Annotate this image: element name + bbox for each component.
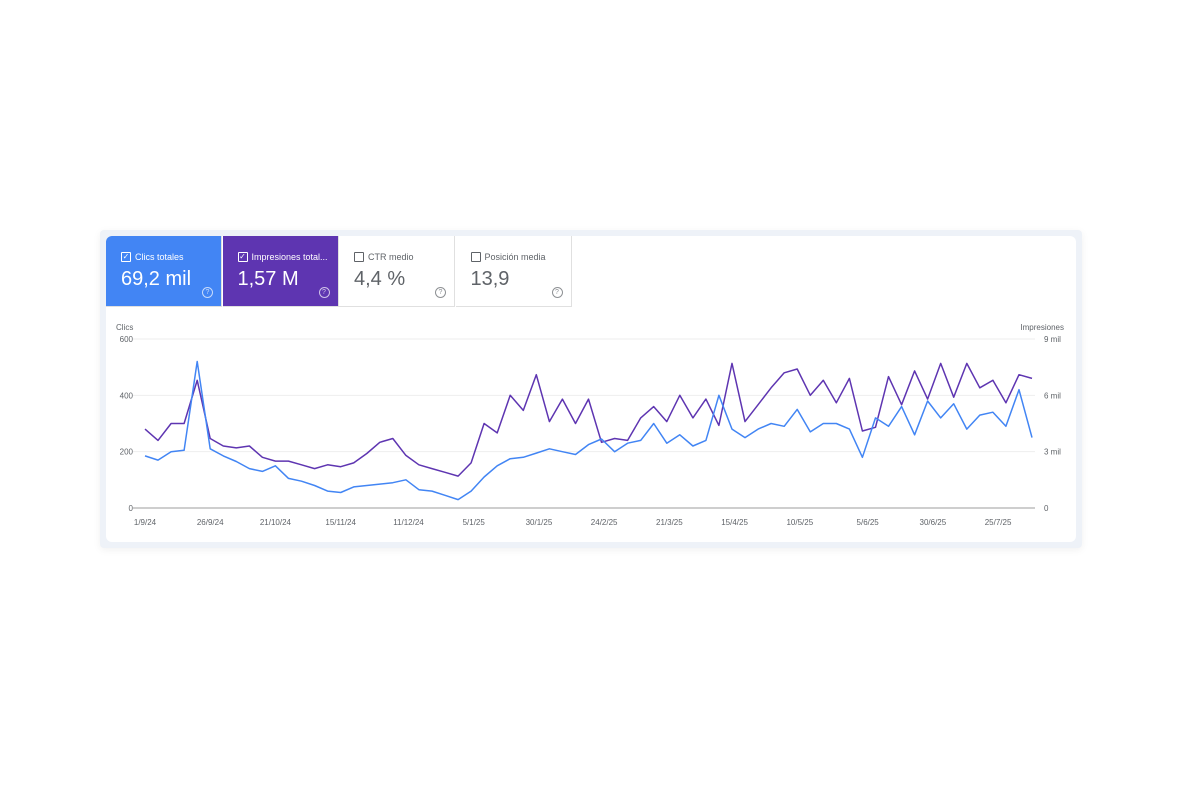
metric-label: ✓ Impresiones total... [237,252,328,262]
x-tick: 11/12/24 [393,518,424,527]
metric-name: Posición media [484,252,546,262]
checkbox-icon[interactable]: ✓ [237,252,248,262]
help-icon[interactable]: ? [435,287,446,298]
metric-tile-3[interactable]: Posición media 13,9 ? [455,236,572,307]
metric-tile-1[interactable]: ✓ Impresiones total... 1,57 M ? [222,236,339,307]
help-icon[interactable]: ? [318,287,330,298]
performance-chart: Clics Impresiones 0 0 200 3 mil 400 6 mil 600 9 m… [116,323,1064,527]
metric-name: Impresiones total... [251,252,328,262]
checkbox-icon[interactable] [354,252,364,262]
x-tick: 5/6/25 [857,518,880,527]
metric-tile-0[interactable]: ✓ Clics totales 69,2 mil ? [106,236,222,307]
metric-name: CTR medio [368,252,414,262]
metric-name: Clics totales [135,252,184,262]
x-tick: 5/1/25 [463,518,486,527]
metric-label: CTR medio [354,252,414,262]
x-tick: 15/4/25 [721,518,748,527]
metric-label: Posición media [470,252,546,262]
performance-card: ✓ Clics totales 69,2 mil ? ✓ Impresiones to… [106,236,1076,542]
metric-value: 1,57 M [237,268,299,290]
series-line-impresiones [144,362,1033,477]
y-tick-right: 6 mil [1044,391,1061,400]
metric-value: 69,2 mil [121,268,192,290]
x-tick: 15/11/24 [325,518,356,527]
y-tick-left: 0 [129,504,134,513]
y-tick-left: 200 [120,448,134,457]
y-tick-right: 3 mil [1044,448,1061,457]
x-tick: 30/1/25 [526,518,553,527]
x-tick: 30/6/25 [920,518,947,527]
metric-label: ✓ Clics totales [121,252,184,262]
metric-value: 13,9 [470,268,510,290]
checkbox-icon[interactable]: ✓ [121,252,131,262]
y-axis-left-label: Clics [116,323,133,332]
metric-value: 4,4 % [354,268,406,290]
y-tick-left: 400 [120,391,134,400]
x-tick: 24/2/25 [591,518,618,527]
metric-tile-2[interactable]: CTR medio 4,4 % ? [339,236,455,307]
y-tick-left: 600 [120,335,134,344]
x-tick: 25/7/25 [985,518,1012,527]
y-axis-right-label: Impresiones [1020,323,1064,332]
y-tick-right: 0 [1044,504,1049,513]
checkbox-icon[interactable] [470,252,481,262]
x-tick: 1/9/24 [134,518,157,527]
help-icon[interactable]: ? [202,287,213,298]
x-tick: 26/9/24 [197,518,224,527]
y-tick-right: 9 mil [1044,335,1061,344]
help-icon[interactable]: ? [551,287,563,298]
x-tick: 21/3/25 [656,518,683,527]
x-tick: 10/5/25 [786,518,813,527]
series-line-clics [144,360,1033,501]
x-tick: 21/10/24 [260,518,292,527]
